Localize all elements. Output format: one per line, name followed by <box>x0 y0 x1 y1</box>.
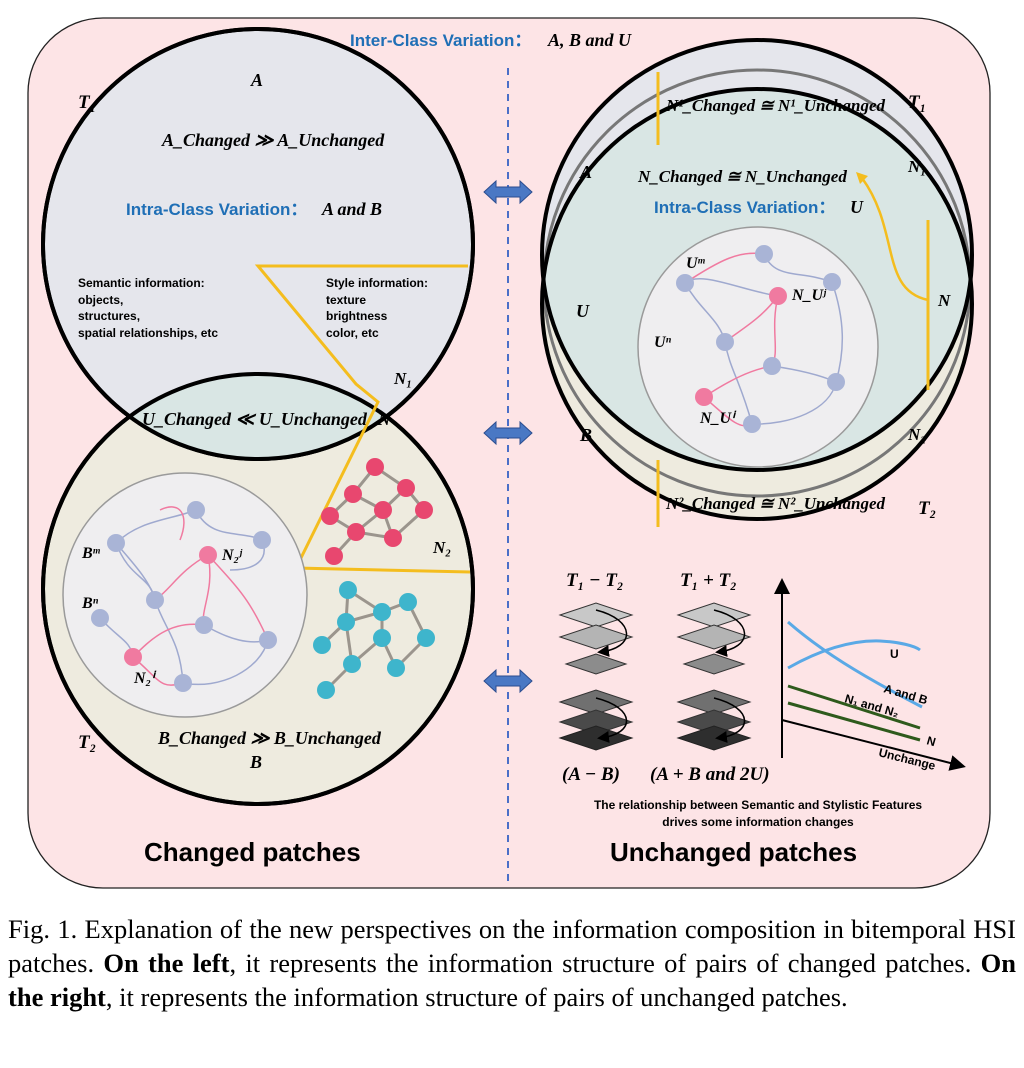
left-n1-label: N₁ <box>393 369 412 388</box>
left-n2-label: N₂ <box>432 538 451 557</box>
right-intra-label: Intra-Class Variation： <box>654 198 835 217</box>
left-t1-label: T₁ <box>78 92 96 113</box>
op-sum-label: T₁ + T₂ <box>680 570 737 591</box>
caption-prefix: Fig. 1. Explanation of the new perspecti… <box>8 914 1016 978</box>
stack-diff <box>558 602 634 751</box>
inter-class-math: A, B and U <box>547 30 632 50</box>
right-um-label: Uᵐ <box>686 255 706 272</box>
double-arrow-top <box>483 179 533 205</box>
right-feature-graph <box>637 226 879 468</box>
semantic-title: Semantic information: <box>78 276 205 290</box>
left-a-label: A <box>250 70 263 90</box>
series-n1-and-n2 <box>787 684 921 730</box>
relationship-line-1: The relationship between Semantic and St… <box>594 798 922 812</box>
caption-mid: , it represents the information structur… <box>229 948 981 978</box>
left-yellow-boundary <box>254 264 471 574</box>
inter-class-label: Inter-Class Variation： <box>350 31 531 50</box>
right-u-label: U <box>576 301 590 321</box>
mini-chart-x-axis <box>781 719 966 771</box>
unchanged-patches-caption: Unchanged patches <box>610 837 857 867</box>
semantic-info: Semantic information: objects, structure… <box>78 276 218 340</box>
red-node-graph <box>321 458 433 565</box>
left-n2j-label: N₂ʲ <box>221 547 243 564</box>
left-t2-label: T₂ <box>78 732 96 753</box>
left-u-relation: U_Changed ≪ U_Unchanged <box>142 409 368 429</box>
right-yellow-arrow <box>860 177 929 302</box>
right-b-label: B <box>579 425 592 445</box>
right-a-label: A <box>579 162 592 182</box>
style-info: Style information: texture brightness co… <box>326 276 428 340</box>
op-diff-label: T₁ − T₂ <box>566 570 623 591</box>
right-nuj-label: N_Uʲ <box>791 287 827 304</box>
right-t1-label: T₁ <box>908 92 926 113</box>
teal-node-graph <box>313 581 435 699</box>
right-n1-rel: N¹_Changed ≅ N¹_Unchanged <box>665 96 886 115</box>
semantic-item-2: spatial relationships, etc <box>78 326 218 340</box>
left-intra-label: Intra-Class Variation： <box>126 200 307 219</box>
figure-canvas: Inter-Class Variation： A, B and U A T₁ A… <box>27 17 991 889</box>
right-un-label: Uⁿ <box>654 334 672 351</box>
right-n2-rel: N²_Changed ≅ N²_Unchanged <box>665 494 886 513</box>
relationship-line-2: drives some information changes <box>662 815 854 829</box>
style-title: Style information: <box>326 276 428 290</box>
left-a-relation: A_Changed ≫ A_Unchanged <box>161 130 385 150</box>
semantic-item-0: objects, <box>78 293 123 307</box>
double-arrow-bottom <box>483 668 533 694</box>
caption-right-bold: On the right <box>8 948 1017 1012</box>
series-n-label: N <box>925 733 937 749</box>
series-a-and-b <box>787 620 923 709</box>
caption-left-bold: On the left <box>103 948 230 978</box>
op-diff-result: (A − B) <box>562 764 620 785</box>
right-t2-label: T₂ <box>918 498 936 519</box>
series-u <box>787 639 921 670</box>
caption-suffix: , it represents the information structur… <box>105 982 848 1012</box>
left-n-label: N <box>377 410 391 429</box>
left-b-label: B <box>249 752 262 772</box>
right-n2-label: N₂ <box>907 425 926 444</box>
series-n <box>787 701 921 742</box>
left-n2i-label: N₂ⁱ <box>133 670 157 687</box>
right-n1-label: N₁ <box>907 157 926 176</box>
left-intra-math: A and B <box>321 199 382 219</box>
right-intra-math: U <box>850 197 864 217</box>
left-bm-label: Bᵐ <box>81 545 101 562</box>
left-bn-label: Bⁿ <box>81 595 99 612</box>
right-n-label: N <box>937 291 951 310</box>
changed-patches-caption: Changed patches <box>144 837 361 867</box>
semantic-item-1: structures, <box>78 309 140 323</box>
right-nui-label: N_Uⁱ <box>699 410 737 427</box>
left-feature-graph <box>62 472 308 718</box>
double-arrow-middle <box>483 420 533 446</box>
figure-caption: Fig. 1. Explanation of the new perspecti… <box>8 912 1016 1014</box>
left-b-relation: B_Changed ≫ B_Unchanged <box>157 728 382 748</box>
style-item-1: brightness <box>326 309 388 323</box>
style-item-0: texture <box>326 293 366 307</box>
stack-sum <box>676 602 752 751</box>
series-u-label: U <box>890 647 899 661</box>
style-item-2: color, etc <box>326 326 379 340</box>
right-n-rel: N_Changed ≅ N_Unchanged <box>637 167 847 186</box>
op-sum-result: (A + B and 2U) <box>650 764 770 785</box>
